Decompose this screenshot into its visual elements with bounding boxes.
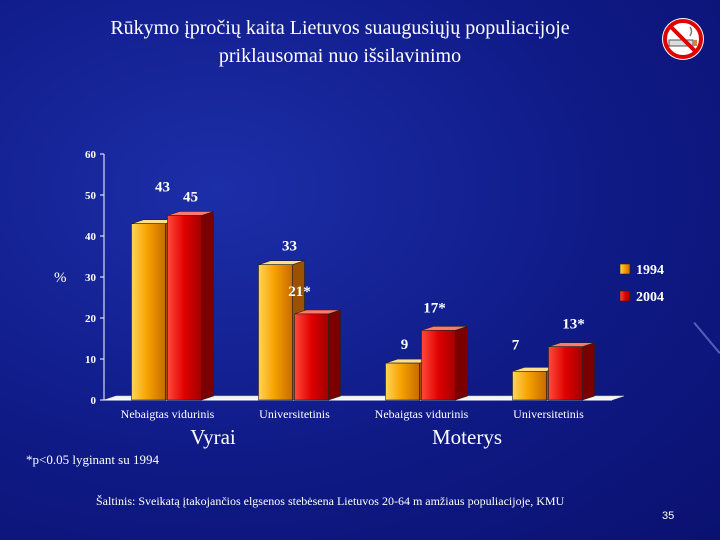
y-tick-label: 30 xyxy=(85,272,97,284)
no-smoking-icon xyxy=(662,18,704,60)
y-tick-label: 60 xyxy=(85,149,97,161)
bar-2004 xyxy=(548,346,583,401)
data-label-1994: 33 xyxy=(282,239,297,255)
bar-side-2004 xyxy=(201,211,214,401)
data-label-2004: 45 xyxy=(183,190,198,206)
data-label-1994: 9 xyxy=(401,337,409,353)
legend-swatch-1994 xyxy=(619,263,631,275)
data-label-2004: 13* xyxy=(562,317,585,333)
bar-1994 xyxy=(385,362,420,401)
bar-2004 xyxy=(421,329,456,401)
y-tick-label: 0 xyxy=(91,395,97,407)
x-tick-label: Nebaigtas vidurinis xyxy=(121,407,215,421)
legend-swatch-2004 xyxy=(619,290,631,302)
legend-label-2004: 2004 xyxy=(636,290,664,305)
y-tick-label: 50 xyxy=(85,190,97,202)
bar-2004 xyxy=(167,215,202,401)
footnote: *p<0.05 lyginant su 1994 xyxy=(26,452,159,467)
group-label: Moterys xyxy=(432,425,502,449)
y-axis-label: % xyxy=(54,270,67,286)
source-note: Šaltinis: Sveikatą įtakojančios elgsenos… xyxy=(96,494,565,508)
x-tick-label: Universitetinis xyxy=(513,407,584,421)
slide-title: Rūkymo įpročių kaita Lietuvos suaugusiųj… xyxy=(40,14,640,70)
data-label-1994: 7 xyxy=(512,337,520,353)
data-label-1994: 43 xyxy=(155,180,170,196)
bar-1994 xyxy=(512,370,547,401)
y-tick-label: 20 xyxy=(85,313,97,325)
bar-1994 xyxy=(131,223,166,401)
y-tick-label: 10 xyxy=(85,354,97,366)
page-number: 35 xyxy=(662,510,675,522)
y-tick-label: 40 xyxy=(85,231,97,243)
x-tick-label: Universitetinis xyxy=(259,407,330,421)
bar-2004 xyxy=(294,313,329,401)
data-label-2004: 21* xyxy=(288,284,311,300)
bar-side-2004 xyxy=(328,309,341,401)
bar-side-2004 xyxy=(455,325,468,401)
data-label-2004: 17* xyxy=(423,300,446,316)
title-line-1: Rūkymo įpročių kaita Lietuvos suaugusiųj… xyxy=(110,17,570,39)
legend-label-1994: 1994 xyxy=(636,263,664,278)
x-tick-label: Nebaigtas vidurinis xyxy=(375,407,469,421)
bar-side-2004 xyxy=(582,342,595,401)
bar-1994 xyxy=(258,264,293,401)
group-label: Vyrai xyxy=(190,425,236,449)
title-line-2: priklausomai nuo išsilavinimo xyxy=(218,45,462,67)
